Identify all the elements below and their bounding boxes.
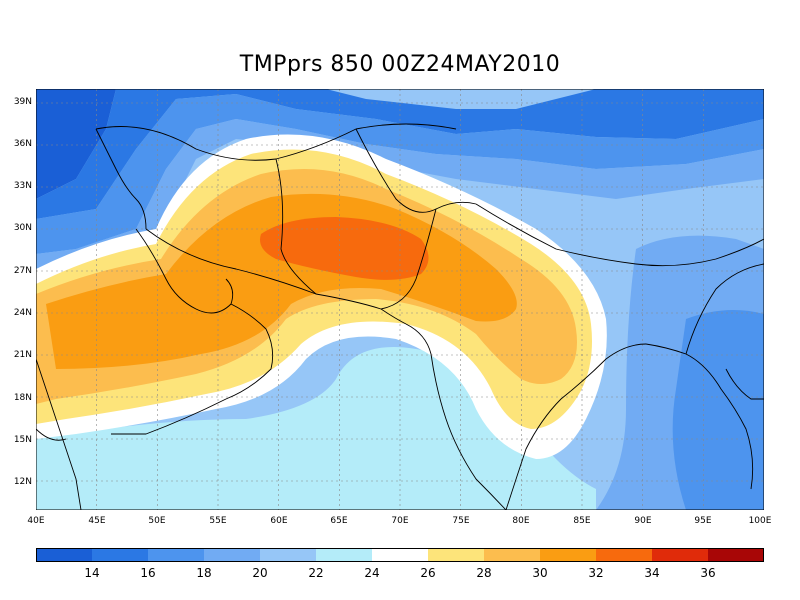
lon-label-80e: 80E [512, 516, 530, 526]
colorbar-frame [36, 548, 764, 562]
colorbar-tick-label: 14 [84, 566, 100, 580]
lon-label-85e: 85E [573, 516, 591, 526]
colorbar-swatch [428, 548, 485, 562]
lat-label-27n: 27N [13, 266, 32, 276]
colorbar-swatch [36, 548, 93, 562]
lon-label-60e: 60E [270, 516, 288, 526]
colorbar-tick-label: 22 [308, 566, 324, 580]
lon-label-40e: 40E [27, 516, 45, 526]
lon-label-90e: 90E [634, 516, 652, 526]
lat-label-30n: 30N [13, 223, 32, 233]
colorbar-tick-label: 24 [364, 566, 380, 580]
lat-label-18n: 18N [13, 393, 32, 403]
contour-32 [260, 217, 429, 280]
lon-label-100e: 100E [748, 516, 772, 526]
colorbar-tick-label: 16 [140, 566, 156, 580]
lat-label-39n: 39N [13, 97, 32, 107]
colorbar-tick-label: 34 [644, 566, 660, 580]
colorbar-swatch [652, 548, 709, 562]
lat-label-15n: 15N [13, 435, 32, 445]
lon-label-95e: 95E [694, 516, 712, 526]
colorbar-swatch [540, 548, 597, 562]
lon-label-55e: 55E [209, 516, 227, 526]
colorbar-swatch [316, 548, 373, 562]
lat-label-36n: 36N [13, 139, 32, 149]
lon-label-70e: 70E [391, 516, 409, 526]
colorbar-swatch [260, 548, 317, 562]
colorbar-swatch [148, 548, 205, 562]
contour-south-22 [36, 347, 596, 510]
colorbar-swatch [484, 548, 541, 562]
lat-label-24n: 24N [13, 308, 32, 318]
contour-east-18 [672, 310, 764, 510]
colorbar-swatch [204, 548, 261, 562]
coastlines [36, 123, 764, 510]
colorbar-tick-label: 20 [252, 566, 268, 580]
colorbar-tick-label: 30 [532, 566, 548, 580]
colorbar [36, 548, 764, 562]
colorbar-tick-label: 32 [588, 566, 604, 580]
lon-label-75e: 75E [452, 516, 470, 526]
map-title: TMPprs 850 00Z24MAY2010 [239, 52, 561, 77]
colorbar-tick-label: 18 [196, 566, 212, 580]
lat-label-33n: 33N [13, 181, 32, 191]
colorbar-swatch [596, 548, 653, 562]
lat-label-21n: 21N [13, 350, 32, 360]
colorbar-swatch [708, 548, 764, 562]
contour-14 [36, 89, 116, 199]
lon-label-50e: 50E [148, 516, 166, 526]
colorbar-tick-label: 28 [476, 566, 492, 580]
colorbar-swatch [92, 548, 149, 562]
contour-16 [36, 89, 764, 219]
colorbar-tick-label: 26 [420, 566, 436, 580]
colorbar-tick-label: 36 [700, 566, 716, 580]
colorbar-swatch [372, 548, 429, 562]
lon-label-45e: 45E [88, 516, 106, 526]
lat-label-12n: 12N [13, 477, 32, 487]
temperature-map [36, 89, 764, 510]
lon-label-65e: 65E [330, 516, 348, 526]
map-grid [36, 89, 764, 510]
